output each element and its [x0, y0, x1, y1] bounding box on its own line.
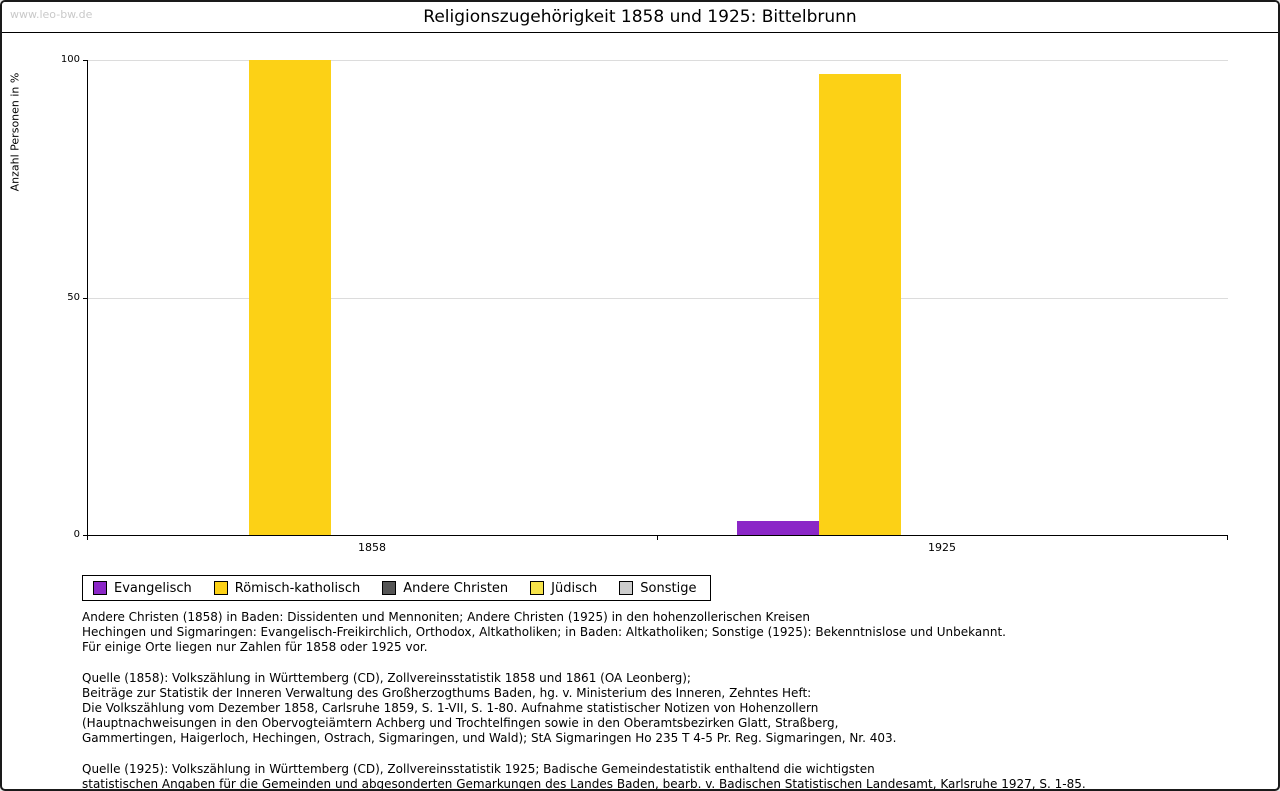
bar-1925-Römisch-katholisch	[819, 74, 901, 535]
gridline-50	[88, 297, 1228, 299]
bar-chart: Anzahl Personen in % 0 50 100 1858 1925	[2, 32, 1278, 572]
note-source-1925: Quelle (1925): Volkszählung in Württembe…	[82, 762, 1086, 791]
legend-label: Evangelisch	[114, 580, 192, 596]
y-tick-50	[83, 297, 87, 299]
legend-item-Jüdisch: Jüdisch	[530, 581, 597, 596]
y-tick-0	[83, 535, 87, 536]
footnotes: Andere Christen (1858) in Baden: Disside…	[82, 610, 1258, 791]
legend-item-Römisch-katholisch: Römisch-katholisch	[213, 580, 361, 596]
bar-1858-Römisch-katholisch	[249, 60, 331, 535]
note-source-1858: Quelle (1858): Volkszählung in Württembe…	[82, 671, 897, 745]
page-header: www.leo-bw.de Religionszugehörigkeit 185…	[2, 2, 1278, 33]
y-tick-label-0: 0	[73, 529, 80, 540]
chart-title: Religionszugehörigkeit 1858 und 1925: Bi…	[423, 7, 857, 27]
y-tick-label-50: 50	[67, 291, 80, 303]
gridline-100	[88, 60, 1228, 61]
legend-swatch-Jüdisch	[530, 581, 545, 595]
legend-label: Sonstige	[640, 580, 697, 596]
note-definitions: Andere Christen (1858) in Baden: Disside…	[82, 610, 1006, 654]
y-tick-label-100: 100	[60, 54, 80, 65]
legend-item-Evangelisch: Evangelisch	[93, 581, 192, 596]
x-boundary-tick-2	[1227, 536, 1228, 540]
x-tick-label-1925: 1925	[928, 541, 956, 554]
legend-swatch-Evangelisch	[93, 581, 107, 595]
x-boundary-tick-0	[87, 536, 88, 540]
legend-swatch-Römisch-katholisch	[213, 581, 228, 595]
site-watermark: www.leo-bw.de	[10, 8, 93, 21]
y-axis-label: Anzahl Personen in %	[8, 72, 22, 192]
legend-label: Römisch-katholisch	[234, 580, 361, 596]
legend-item-Sonstige: Sonstige	[619, 581, 696, 596]
chart-legend: Evangelisch Römisch-katholisch Andere Chri…	[82, 575, 712, 601]
bar-1925-Evangelisch	[737, 521, 819, 535]
legend-label: Andere Christen	[403, 580, 509, 596]
legend-swatch-Andere Christen	[382, 581, 397, 595]
legend-item-Andere Christen: Andere Christen	[382, 581, 508, 596]
legend-swatch-Sonstige	[619, 581, 634, 595]
y-tick-100	[83, 60, 87, 61]
y-axis-line	[87, 60, 88, 535]
x-tick-label-1858: 1858	[358, 541, 386, 554]
x-boundary-tick-1	[657, 536, 658, 540]
legend-label: Jüdisch	[551, 580, 598, 596]
x-axis-line	[87, 535, 1228, 536]
